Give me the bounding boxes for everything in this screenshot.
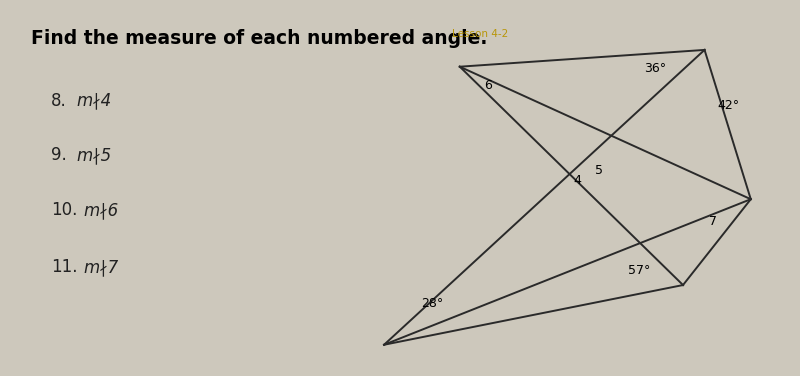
Text: 36°: 36° [644, 62, 666, 75]
Text: 8.: 8. [51, 92, 67, 110]
Text: 6: 6 [484, 79, 492, 92]
Text: 42°: 42° [718, 99, 739, 112]
Text: 11.: 11. [51, 258, 78, 276]
Text: Find the measure of each numbered angle.: Find the measure of each numbered angle. [31, 29, 488, 48]
Text: 57°: 57° [628, 264, 650, 277]
Text: 7: 7 [710, 215, 718, 228]
Text: 4: 4 [574, 174, 582, 187]
Text: m∤4: m∤4 [76, 92, 111, 110]
Text: 10.: 10. [51, 201, 78, 219]
Text: 5: 5 [595, 164, 603, 177]
Text: 28°: 28° [421, 297, 443, 310]
Text: m∤6: m∤6 [83, 201, 118, 219]
Text: 9.: 9. [51, 146, 67, 164]
Text: m∤7: m∤7 [83, 258, 118, 276]
Text: m∤5: m∤5 [76, 146, 111, 164]
Text: Lesson 4-2: Lesson 4-2 [452, 29, 508, 39]
